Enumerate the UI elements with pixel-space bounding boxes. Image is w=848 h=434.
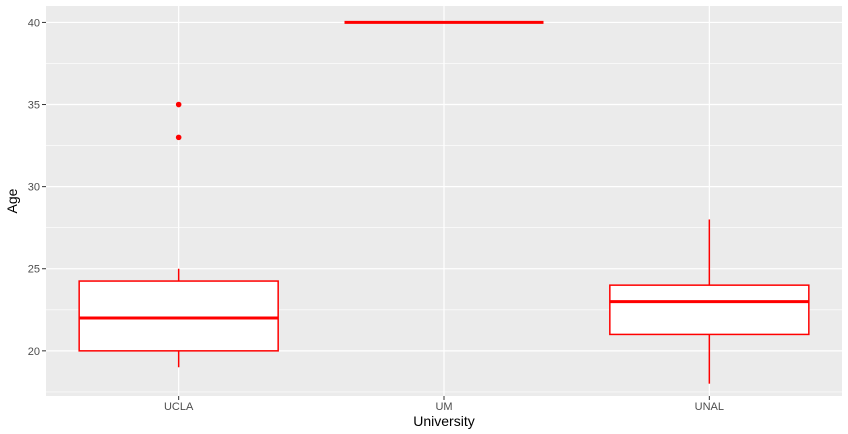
x-tick-label: UCLA <box>164 401 194 413</box>
y-tick-label: 30 <box>28 182 40 194</box>
box-iqr <box>78 280 279 352</box>
box-iqr <box>609 284 810 336</box>
y-tick-label: 20 <box>28 346 40 358</box>
y-tick-label: 40 <box>28 17 40 29</box>
outlier-point <box>175 101 182 108</box>
y-axis-ticks: 20 25 30 35 40 <box>28 17 46 358</box>
x-tick-label: UM <box>435 401 452 413</box>
outlier-point <box>175 134 182 141</box>
x-axis-title: University <box>413 413 474 429</box>
boxes-layer <box>78 20 810 384</box>
x-axis-ticks: UCLA UM UNAL <box>164 396 724 413</box>
x-tick-label: UNAL <box>695 401 724 413</box>
y-tick-label: 35 <box>28 100 40 112</box>
y-tick-label: 25 <box>28 264 40 276</box>
box-unal <box>609 219 810 384</box>
y-axis-title: Age <box>4 188 20 213</box>
box-ucla <box>78 101 279 368</box>
